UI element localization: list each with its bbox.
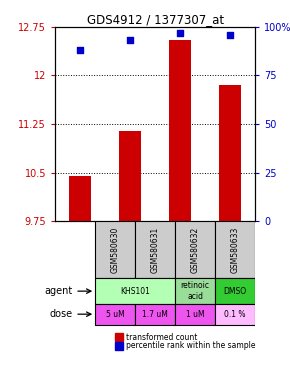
Point bbox=[78, 47, 82, 53]
Bar bbox=[215, 278, 255, 304]
Text: KHS101: KHS101 bbox=[120, 286, 150, 296]
Text: percentile rank within the sample: percentile rank within the sample bbox=[126, 341, 256, 351]
Text: 0.1 %: 0.1 % bbox=[224, 310, 246, 319]
Bar bbox=[95, 221, 135, 278]
Text: retinoic
acid: retinoic acid bbox=[181, 281, 210, 301]
Point bbox=[128, 37, 133, 43]
Text: DMSO: DMSO bbox=[224, 286, 247, 296]
Text: GSM580633: GSM580633 bbox=[231, 227, 240, 273]
Text: transformed count: transformed count bbox=[126, 333, 198, 342]
Text: 1 uM: 1 uM bbox=[186, 310, 204, 319]
Point bbox=[228, 31, 233, 38]
Bar bbox=[95, 304, 135, 324]
Text: GSM580630: GSM580630 bbox=[110, 227, 120, 273]
Bar bbox=[135, 304, 175, 324]
Bar bbox=[95, 278, 175, 304]
Title: GDS4912 / 1377307_at: GDS4912 / 1377307_at bbox=[87, 13, 224, 26]
Point bbox=[178, 30, 182, 36]
Bar bbox=[115, 342, 123, 350]
Bar bbox=[219, 85, 242, 221]
Bar bbox=[175, 221, 215, 278]
Text: agent: agent bbox=[45, 286, 73, 296]
Bar bbox=[69, 176, 91, 221]
Text: 1.7 uM: 1.7 uM bbox=[142, 310, 168, 319]
Bar bbox=[175, 278, 215, 304]
Text: GSM580632: GSM580632 bbox=[191, 227, 200, 273]
Bar bbox=[115, 333, 123, 341]
Bar bbox=[135, 221, 175, 278]
Bar bbox=[215, 304, 255, 324]
Text: dose: dose bbox=[50, 309, 73, 319]
Bar bbox=[169, 40, 191, 221]
Bar bbox=[119, 131, 142, 221]
Text: 5 uM: 5 uM bbox=[106, 310, 124, 319]
Bar bbox=[175, 304, 215, 324]
Bar bbox=[215, 221, 255, 278]
Text: GSM580631: GSM580631 bbox=[151, 227, 160, 273]
